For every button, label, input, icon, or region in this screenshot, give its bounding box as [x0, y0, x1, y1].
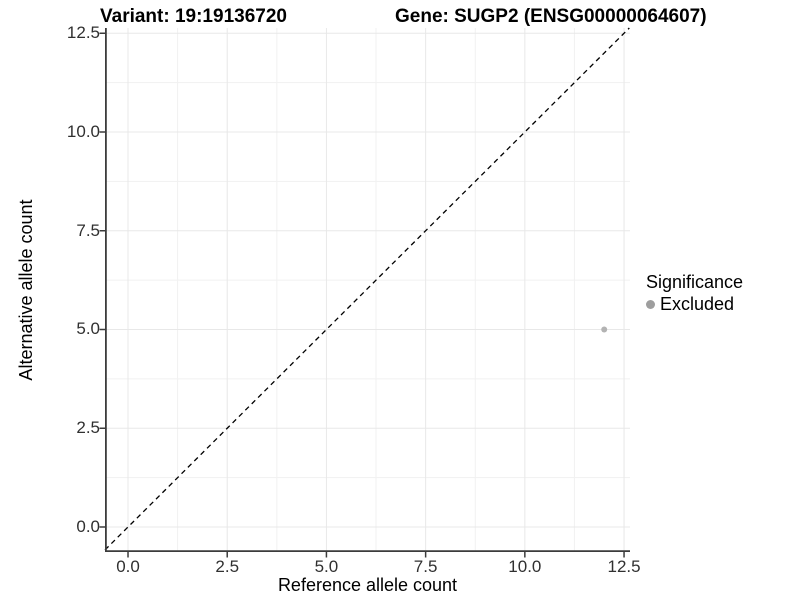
data-point	[601, 326, 608, 333]
x-tick-label: 12.5	[607, 557, 641, 576]
y-axis-title: Alternative allele count	[16, 199, 36, 381]
x-tick-label: 10.0	[508, 557, 542, 576]
y-tick-label: 10.0	[66, 122, 100, 141]
y-tick-label: 7.5	[76, 220, 100, 240]
y-tick-label: 12.5	[66, 23, 100, 43]
y-tick-label: 2.5	[76, 418, 100, 438]
plot-panel	[99, 27, 630, 558]
legend: Significance Excluded	[646, 272, 743, 314]
x-tick-label: 5.0	[314, 557, 339, 576]
plot-title-gene: Gene: SUGP2 (ENSG00000064607)	[395, 6, 707, 27]
x-tick-label: 0.0	[116, 557, 140, 576]
plot-title-variant: Variant: 19:19136720	[100, 6, 287, 27]
legend-item-label: Excluded	[660, 294, 735, 314]
x-axis-title: Reference allele count	[277, 575, 458, 595]
legend-item-excluded: Excluded	[646, 294, 743, 314]
axis-lines	[105, 28, 630, 552]
x-tick-label: 7.5	[413, 557, 438, 576]
identity-line	[104, 27, 630, 551]
y-tick-label: 5.0	[76, 319, 100, 339]
x-tick-label: 2.5	[215, 557, 240, 576]
y-tick-label: 0.0	[76, 516, 100, 536]
legend-marker-circle-icon	[646, 299, 655, 309]
legend-title: Significance	[646, 272, 744, 292]
